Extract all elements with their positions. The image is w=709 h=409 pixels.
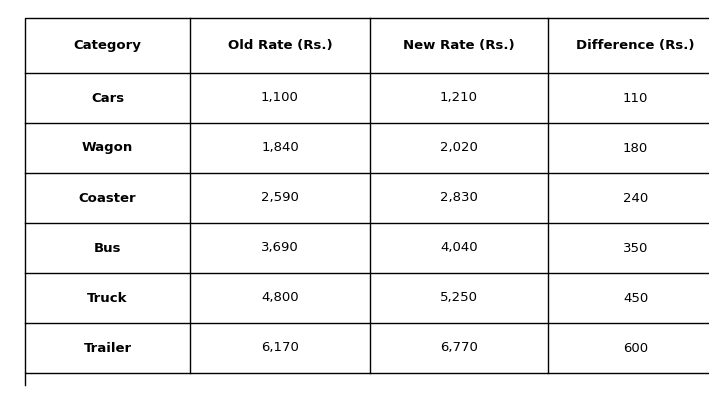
Text: 2,590: 2,590	[261, 191, 299, 204]
Text: Difference (Rs.): Difference (Rs.)	[576, 39, 695, 52]
Text: 4,800: 4,800	[261, 292, 298, 304]
Text: Old Rate (Rs.): Old Rate (Rs.)	[228, 39, 333, 52]
Text: 180: 180	[623, 142, 648, 155]
Text: 6,770: 6,770	[440, 342, 478, 355]
Text: Coaster: Coaster	[79, 191, 136, 204]
Text: 110: 110	[623, 92, 648, 105]
Text: Trailer: Trailer	[84, 342, 132, 355]
Text: 1,100: 1,100	[261, 92, 299, 105]
Text: 1,210: 1,210	[440, 92, 478, 105]
Text: 2,830: 2,830	[440, 191, 478, 204]
Text: New Rate (Rs.): New Rate (Rs.)	[403, 39, 515, 52]
Text: 3,690: 3,690	[261, 241, 299, 254]
Text: 450: 450	[623, 292, 648, 304]
Text: 5,250: 5,250	[440, 292, 478, 304]
Text: 1,840: 1,840	[261, 142, 299, 155]
Text: 350: 350	[623, 241, 648, 254]
Text: 600: 600	[623, 342, 648, 355]
Text: 2,020: 2,020	[440, 142, 478, 155]
Text: 4,040: 4,040	[440, 241, 478, 254]
Bar	[25, 18, 709, 373]
Text: 6,170: 6,170	[261, 342, 299, 355]
Text: 240: 240	[623, 191, 648, 204]
Text: Cars: Cars	[91, 92, 124, 105]
Text: Bus: Bus	[94, 241, 121, 254]
Text: Wagon: Wagon	[82, 142, 133, 155]
Text: Category: Category	[74, 39, 141, 52]
Text: Truck: Truck	[87, 292, 128, 304]
